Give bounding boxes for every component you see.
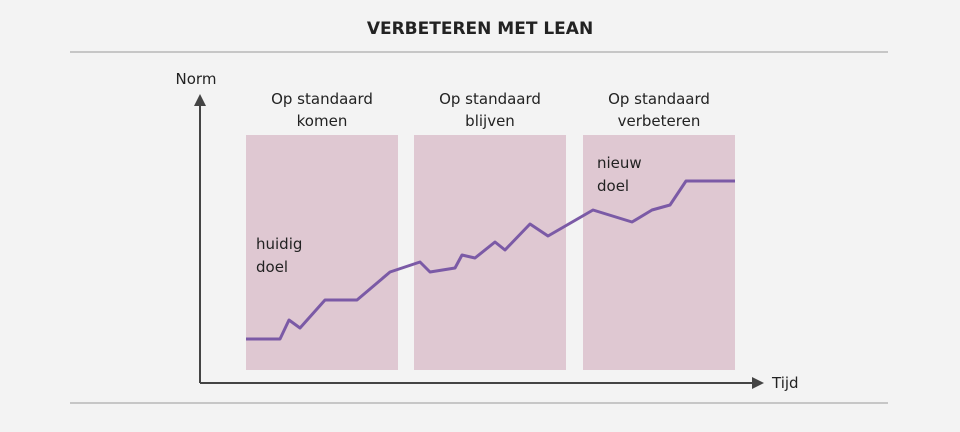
phase-label: verbeteren [618,112,701,130]
annotation: huidig [256,235,302,253]
annotation: doel [597,177,629,195]
y-axis-label: Norm [176,70,217,88]
annotation: nieuw [597,154,642,172]
phase-label: blijven [465,112,515,130]
title: VERBETEREN MET LEAN [367,19,593,39]
phase-panel [246,135,398,370]
annotation: doel [256,258,288,276]
x-axis-label: Tijd [771,374,799,392]
phase-label: komen [297,112,348,130]
phase-label: Op standaard [271,90,373,108]
phase-label: Op standaard [439,90,541,108]
phase-panel [583,135,735,370]
x-arrow [752,377,764,389]
phase-label: Op standaard [608,90,710,108]
y-arrow [194,94,206,106]
progress-line [246,179,735,341]
phase-panel [414,135,566,370]
